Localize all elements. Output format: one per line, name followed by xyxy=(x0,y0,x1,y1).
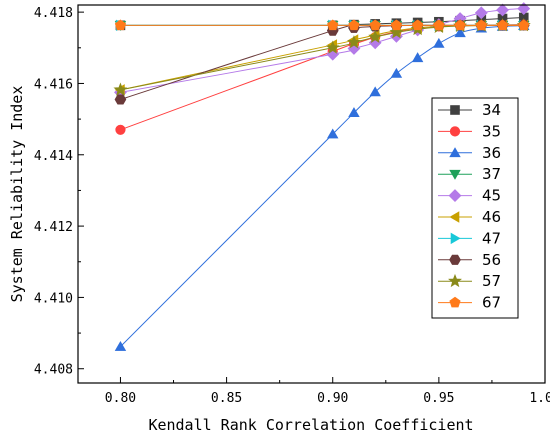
data-point-56 xyxy=(114,94,127,105)
legend-label: 56 xyxy=(482,251,501,269)
data-point-57 xyxy=(346,35,361,49)
legend-label: 47 xyxy=(482,229,501,247)
axes-layer: 0.80 0.85 0.90 0.95 1.00 4.408 4.410 4.412 4.414… xyxy=(34,6,550,406)
data-point-57 xyxy=(368,29,383,44)
legend-marker xyxy=(448,273,462,288)
data-point-67 xyxy=(496,19,509,31)
legend: 34 35 36 37 45 46 47 56 57 67 xyxy=(431,97,519,319)
legend-item-45: 45 xyxy=(438,187,501,205)
legend-label: 46 xyxy=(482,208,501,226)
data-point-36 xyxy=(114,341,127,351)
legend-item-46: 46 xyxy=(438,208,501,226)
x-tick-label: 0.85 xyxy=(211,391,242,406)
data-point-36 xyxy=(390,67,403,78)
data-point-36 xyxy=(433,37,445,48)
plot-frame xyxy=(77,4,546,384)
legend-label: 35 xyxy=(482,122,501,140)
legend-marker xyxy=(449,147,461,158)
y-tick-label: 4.410 xyxy=(34,291,73,306)
y-tick-label: 4.416 xyxy=(34,77,73,92)
y-axis-title: System Reliability Index xyxy=(8,86,26,303)
legend-marker xyxy=(449,211,460,223)
legend-item-57: 57 xyxy=(438,272,501,290)
legend-marker xyxy=(449,169,461,180)
legend-item-67: 67 xyxy=(438,294,501,312)
legend-marker xyxy=(449,296,461,308)
legend-marker xyxy=(449,254,461,265)
data-point-57 xyxy=(113,82,128,96)
legend-item-35: 35 xyxy=(438,122,501,140)
data-point-67 xyxy=(518,19,530,31)
legend-item-37: 37 xyxy=(438,165,501,183)
data-point-36 xyxy=(348,107,360,117)
legend-item-56: 56 xyxy=(438,251,501,269)
data-point-45 xyxy=(496,3,509,17)
legend-marker xyxy=(450,232,461,245)
data-point-36 xyxy=(327,128,339,139)
legend-label: 67 xyxy=(482,294,501,312)
legend-item-47: 47 xyxy=(438,229,501,247)
data-point-36 xyxy=(454,27,466,38)
data-point-36 xyxy=(369,86,381,97)
data-point-67 xyxy=(475,19,487,31)
x-tick-label: 1.00 xyxy=(529,391,550,406)
data-point-67 xyxy=(433,19,445,31)
y-tick-label: 4.408 xyxy=(34,363,73,378)
data-point-67 xyxy=(369,19,381,31)
legend-item-36: 36 xyxy=(438,144,501,162)
y-tick-label: 4.418 xyxy=(34,6,73,21)
legend-label: 57 xyxy=(482,272,501,290)
x-tick-label: 0.90 xyxy=(317,391,348,406)
data-point-67 xyxy=(348,19,360,31)
data-point-36 xyxy=(411,52,424,63)
legend-marker xyxy=(450,105,460,115)
data-point-67 xyxy=(454,19,466,31)
series-layer xyxy=(113,2,531,351)
y-tick-label: 4.412 xyxy=(34,220,73,235)
data-point-35 xyxy=(115,124,126,135)
legend-label: 45 xyxy=(482,187,501,205)
series-67 xyxy=(114,19,530,31)
x-tick-label: 0.95 xyxy=(423,391,454,406)
legend-marker xyxy=(448,189,462,203)
legend-marker xyxy=(449,126,461,137)
data-point-67 xyxy=(327,19,339,31)
x-axis-title: Kendall Rank Correlation Coefficient xyxy=(148,416,473,434)
y-tick-label: 4.414 xyxy=(34,149,73,164)
legend-label: 34 xyxy=(482,101,501,119)
legend-item-34: 34 xyxy=(438,101,501,119)
legend-label: 37 xyxy=(482,165,501,183)
legend-label: 36 xyxy=(482,144,501,162)
data-point-57 xyxy=(389,25,404,39)
data-point-67 xyxy=(412,19,424,31)
data-point-57 xyxy=(325,40,340,54)
data-point-67 xyxy=(390,19,402,31)
data-point-67 xyxy=(114,19,127,31)
x-tick-label: 0.80 xyxy=(105,391,136,406)
